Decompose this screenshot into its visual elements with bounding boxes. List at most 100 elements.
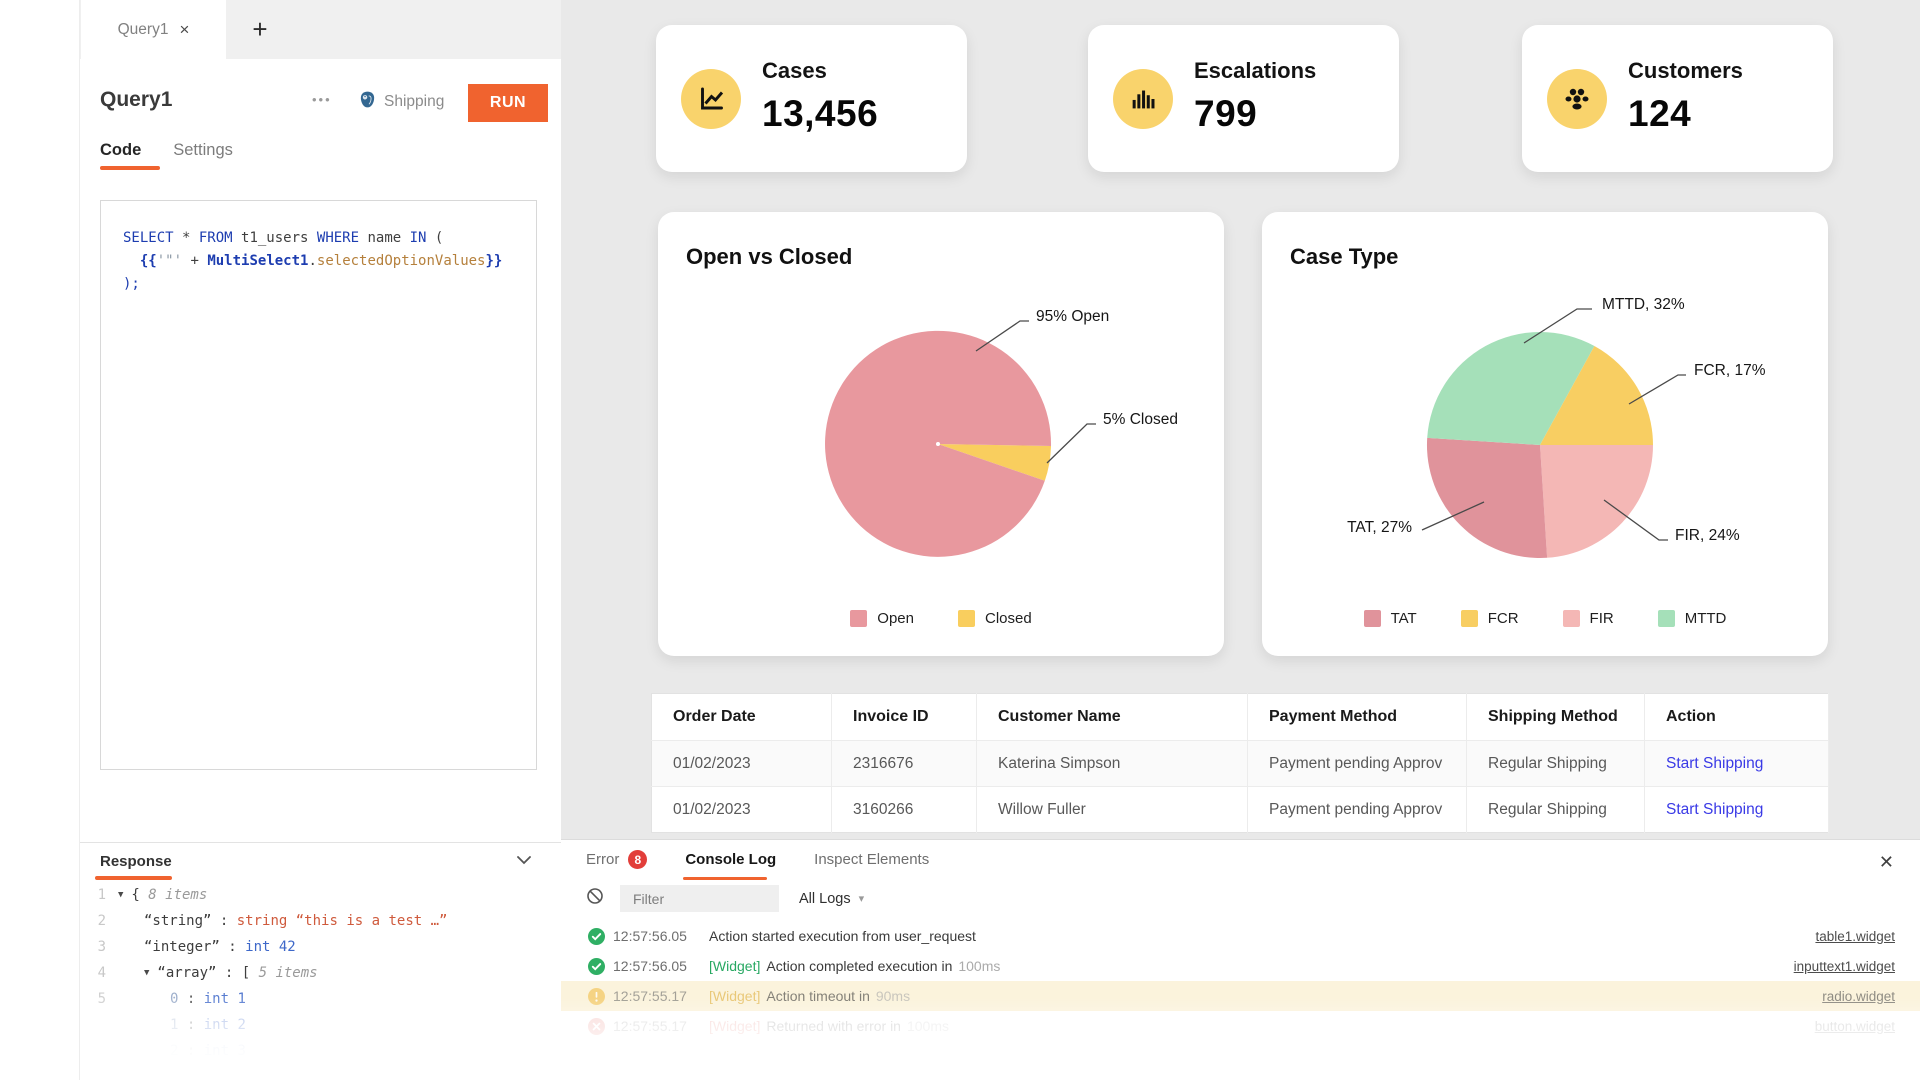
table-cell: Start Shipping bbox=[1644, 786, 1829, 833]
widget-link[interactable]: inputtext1.widget bbox=[1793, 958, 1895, 974]
log-duration: 90ms bbox=[875, 988, 911, 1004]
log-time: 12:57:56.05 bbox=[613, 928, 687, 944]
collapse-caret-icon[interactable]: ▼ bbox=[144, 968, 150, 978]
people-icon bbox=[1547, 69, 1607, 129]
close-tab-icon[interactable]: × bbox=[179, 20, 190, 39]
pie-slice-mttd bbox=[1427, 332, 1595, 445]
error-status-icon bbox=[588, 1017, 605, 1035]
log-row[interactable]: 12:57:56.05 [Widget] Action completed exec… bbox=[561, 951, 1920, 981]
log-message: Action timeout in bbox=[766, 988, 870, 1004]
legend-label: TAT bbox=[1390, 610, 1417, 627]
stat-card-escalations: Escalations 799 bbox=[1088, 25, 1399, 172]
clear-logs-icon[interactable] bbox=[586, 887, 604, 910]
postgresql-icon bbox=[358, 90, 377, 114]
legend-swatch bbox=[1562, 610, 1580, 627]
query-editor-panel: Query1 × + Query1 ••• Shipping RUN Code … bbox=[80, 0, 561, 1080]
start-shipping-link[interactable]: Start Shipping bbox=[1666, 800, 1764, 818]
table-row: 01/02/2023 3160266 Willow Fuller Payment pe… bbox=[651, 786, 1829, 833]
callout-leader-line bbox=[1603, 499, 1668, 541]
add-tab-button[interactable]: + bbox=[252, 14, 268, 44]
success-status-icon bbox=[588, 927, 605, 945]
log-message: Returned with error in bbox=[766, 1018, 901, 1034]
log-widget-tag: [Widget] bbox=[709, 1018, 761, 1034]
pie-slice-tat bbox=[1426, 437, 1548, 559]
table-row: 01/02/2023 2316676 Katerina Simpson Payment… bbox=[651, 740, 1829, 787]
filter-input[interactable] bbox=[620, 885, 779, 912]
legend-item-fir: FIR bbox=[1562, 610, 1614, 627]
resource-selector[interactable]: Shipping bbox=[358, 90, 444, 114]
stat-card-customers: Customers 124 bbox=[1522, 25, 1833, 172]
response-section: Response 1 ▼{ 8 items 2 “string” : string “… bbox=[80, 842, 561, 1064]
table-header-shipping-method: Shipping Method bbox=[1466, 693, 1645, 741]
table-cell: Start Shipping bbox=[1644, 740, 1829, 787]
callout-leader-line bbox=[1421, 501, 1485, 531]
response-json-tree: 1 ▼{ 8 items 2 “string” : string “this is a… bbox=[80, 882, 561, 1064]
tab-query1-label: Query1 bbox=[117, 20, 169, 38]
log-level-dropdown[interactable]: All Logs ▾ bbox=[799, 890, 865, 907]
pie-callout-label: MTTD, 32% bbox=[1602, 296, 1685, 313]
sql-editor[interactable]: SELECT * FROM t1_users WHERE name IN ( {… bbox=[100, 200, 537, 770]
stat-label: Escalations bbox=[1194, 58, 1317, 83]
table-cell: Payment pending Approv bbox=[1247, 740, 1467, 787]
left-nav-rail bbox=[0, 0, 80, 1080]
legend-swatch bbox=[850, 610, 868, 627]
response-row: 1 ▼{ 8 items bbox=[97, 887, 208, 903]
response-label: Response bbox=[100, 852, 172, 870]
widget-link[interactable]: radio.widget bbox=[1822, 988, 1895, 1004]
stat-value: 799 bbox=[1194, 93, 1258, 134]
log-row[interactable]: 12:57:55.17 [Widget] Action timeout in 90ms… bbox=[561, 981, 1920, 1011]
resource-name: Shipping bbox=[384, 93, 445, 110]
log-widget-tag: [Widget] bbox=[709, 958, 761, 974]
callout-leader-line bbox=[975, 320, 1029, 352]
tab-inspect-elements[interactable]: Inspect Elements bbox=[814, 851, 930, 868]
log-row[interactable]: 12:57:56.05 Action started execution from… bbox=[561, 921, 1920, 951]
table-cell: 2316676 bbox=[831, 740, 977, 787]
widget-link[interactable]: table1.widget bbox=[1815, 928, 1895, 944]
debug-console-panel: Error 8 Console Log Inspect Elements ✕ A… bbox=[561, 839, 1920, 1081]
legend-item-fcr: FCR bbox=[1460, 610, 1519, 627]
response-row: 2 “string” : string “this is a test …” bbox=[97, 913, 448, 929]
warning-status-icon bbox=[588, 987, 605, 1005]
table-header-order-date: Order Date bbox=[651, 693, 832, 741]
chart-legend: TAT FCR FIR MTTD bbox=[1262, 610, 1828, 627]
pie-callout-label: FCR, 17% bbox=[1694, 362, 1766, 379]
bar-chart-icon bbox=[1113, 69, 1173, 129]
table-cell: Regular Shipping bbox=[1466, 786, 1645, 833]
tab-console-log[interactable]: Console Log bbox=[683, 851, 776, 880]
legend-label: FCR bbox=[1487, 610, 1519, 627]
pie-callout-label: TAT, 27% bbox=[1347, 519, 1412, 536]
tab-query1[interactable]: Query1 × bbox=[81, 0, 226, 59]
chart-legend: Open Closed bbox=[658, 610, 1224, 627]
response-row: 4 ▼ “array” : [ 5 items bbox=[97, 965, 318, 981]
orders-table: Order Date Invoice ID Customer Name Payment… bbox=[651, 693, 1829, 833]
pie-chart-card-case-type: Case Type TAT, 27% FCR, 17% FIR, 24% MTTD, … bbox=[1262, 212, 1828, 656]
query-title: Query1 bbox=[100, 88, 173, 111]
pie-chart bbox=[1421, 308, 1686, 559]
widget-link[interactable]: button.widget bbox=[1814, 1018, 1895, 1034]
table-header-payment-method: Payment Method bbox=[1247, 693, 1467, 741]
table-cell: 3160266 bbox=[831, 786, 977, 833]
console-filter-row: All Logs ▾ bbox=[586, 885, 864, 912]
close-console-icon[interactable]: ✕ bbox=[1878, 852, 1894, 872]
collapse-caret-icon[interactable]: ▼ bbox=[118, 890, 124, 900]
run-button[interactable]: RUN bbox=[468, 84, 548, 122]
table-cell: Willow Fuller bbox=[976, 786, 1248, 833]
table-cell: Regular Shipping bbox=[1466, 740, 1645, 787]
console-tabs: Error 8 Console Log Inspect Elements bbox=[586, 850, 929, 881]
callout-leader-line bbox=[1046, 423, 1096, 464]
table-cell: Payment pending Approv bbox=[1247, 786, 1467, 833]
tab-code[interactable]: Code bbox=[100, 141, 160, 170]
legend-label: Open bbox=[877, 610, 914, 627]
log-row[interactable]: 12:57:55.17 [Widget] Returned with error i… bbox=[561, 1011, 1920, 1041]
tab-settings[interactable]: Settings bbox=[173, 141, 233, 159]
callout-leader-line bbox=[1523, 308, 1592, 344]
chevron-down-icon[interactable] bbox=[517, 852, 531, 870]
tab-error[interactable]: Error 8 bbox=[586, 850, 648, 881]
chart-title: Case Type bbox=[1290, 244, 1399, 269]
start-shipping-link[interactable]: Start Shipping bbox=[1666, 754, 1764, 772]
log-duration: 100ms bbox=[958, 958, 1001, 974]
pie-callout-label: FIR, 24% bbox=[1675, 527, 1740, 544]
stat-value: 13,456 bbox=[762, 93, 879, 134]
code-line: SELECT * FROM t1_users WHERE name IN ( bbox=[123, 230, 444, 246]
more-options-button[interactable]: ••• bbox=[312, 92, 332, 107]
